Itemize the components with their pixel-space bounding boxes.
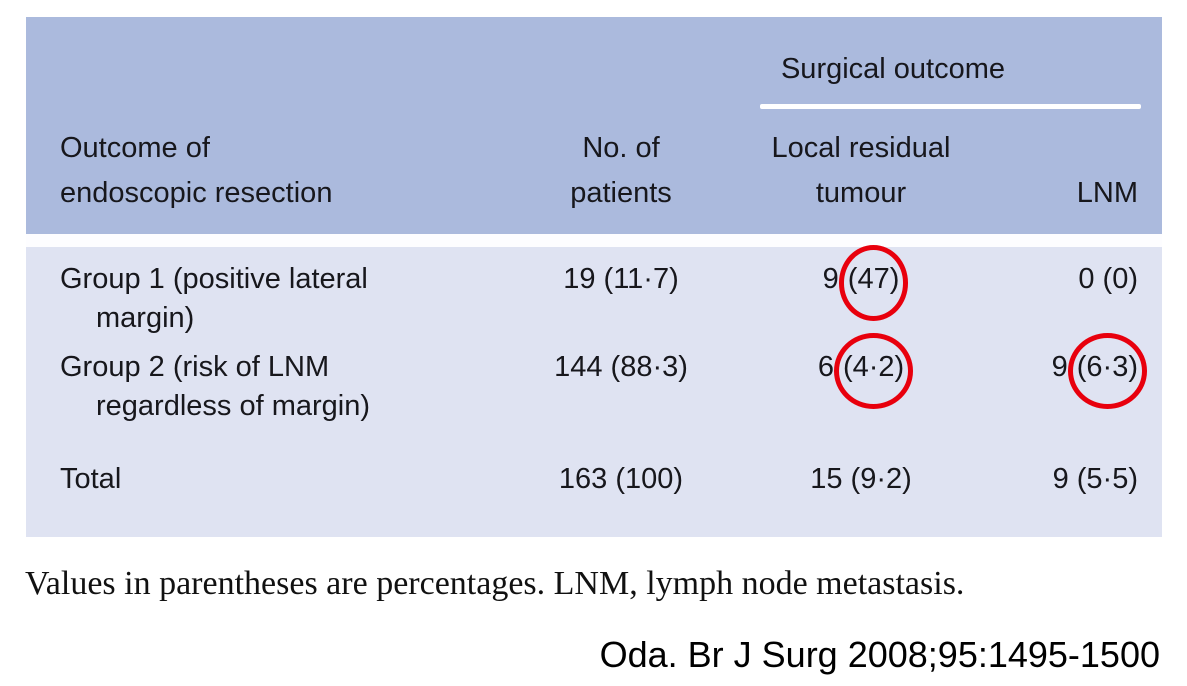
col-header-local-residual: Local residual tumour [716, 126, 1006, 216]
col-header-local-residual-line1: Local residual [771, 132, 951, 164]
col-header-patients-line2: patients [570, 177, 672, 209]
table-row-group1: Group 1 (positive lateral margin) 19 (11… [26, 245, 1162, 338]
red-circle-annotation: (4·2) [833, 333, 914, 409]
cell-patients: 163 (100) [526, 460, 716, 499]
lnm-value: 0 (0) [1078, 263, 1138, 295]
cell-label: Group 2 (risk of LNM regardless of margi… [26, 348, 526, 426]
cell-local-residual: 6 (4·2) [716, 333, 1006, 409]
column-headers-row: Outcome of endoscopic resection No. of p… [26, 126, 1162, 216]
footnote: Values in parentheses are percentages. L… [25, 565, 965, 602]
col-header-outcome-line1: Outcome of [60, 132, 210, 164]
col-header-patients: No. of patients [526, 126, 716, 216]
local-residual-count: 9 [822, 263, 839, 295]
lnm-percentage: (6·3) [1076, 351, 1138, 383]
cell-local-residual: 15 (9·2) [716, 460, 1006, 499]
row-label-line2: regardless of margin) [96, 390, 370, 422]
red-circle-annotation: (6·3) [1067, 333, 1148, 409]
col-header-lnm: LNM [1006, 171, 1162, 216]
row-label-line1: Group 2 (risk of LNM [60, 351, 330, 383]
cell-label: Total [26, 460, 526, 499]
cell-lnm: 9 (5·5) [1006, 460, 1162, 499]
table-body: Group 1 (positive lateral margin) 19 (11… [26, 245, 1162, 537]
citation: Oda. Br J Surg 2008;95:1495-1500 [599, 634, 1160, 675]
col-header-local-residual-line2: tumour [815, 177, 907, 209]
table-header: Surgical outcome Outcome of endoscopic r… [26, 17, 1162, 234]
local-residual-percentage: (4·2) [842, 351, 905, 383]
table-row-group2: Group 2 (risk of LNM regardless of margi… [26, 333, 1162, 426]
col-header-outcome-line2: endoscopic resection [60, 177, 333, 209]
row-label-line1: Group 1 (positive lateral [60, 263, 368, 295]
lnm-value: 9 (5·5) [1052, 463, 1138, 495]
outcomes-table: Surgical outcome Outcome of endoscopic r… [26, 17, 1162, 537]
patients-value: 19 (11·7) [563, 263, 679, 295]
cell-lnm: 0 (0) [1006, 260, 1162, 299]
row-label-line2: margin) [96, 302, 195, 334]
cell-local-residual: 9 (47) [716, 245, 1006, 321]
col-header-outcome: Outcome of endoscopic resection [26, 126, 526, 216]
spanner-underline [760, 104, 1141, 109]
header-body-divider [26, 234, 1162, 247]
row-label-line1: Total [60, 463, 122, 495]
cell-patients: 19 (11·7) [526, 260, 716, 299]
col-header-patients-line1: No. of [582, 132, 660, 164]
red-circle-annotation: (47) [838, 245, 908, 321]
cell-patients: 144 (88·3) [526, 348, 716, 387]
local-residual-count: 6 [817, 351, 834, 383]
cell-lnm: 9 (6·3) [1006, 333, 1162, 409]
col-header-lnm-label: LNM [1076, 177, 1138, 209]
spanner-heading-surgical-outcome: Surgical outcome [780, 53, 1006, 85]
table-row-total: Total 163 (100) 15 (9·2) 9 (5·5) [26, 460, 1162, 499]
lnm-count: 9 [1051, 351, 1068, 383]
local-residual-value: 15 (9·2) [810, 463, 912, 495]
local-residual-percentage: (47) [847, 263, 900, 295]
patients-value: 144 (88·3) [554, 351, 688, 383]
cell-label: Group 1 (positive lateral margin) [26, 260, 526, 338]
patients-value: 163 (100) [558, 463, 684, 495]
